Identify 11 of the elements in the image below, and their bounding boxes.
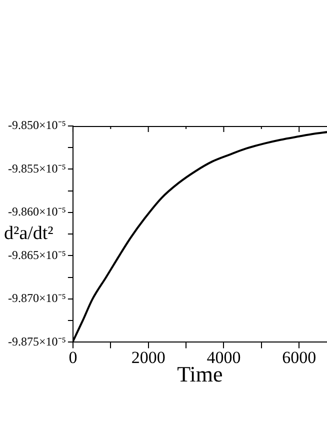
x-tick-label: 4000: [206, 348, 241, 367]
y-tick-label: -9.850×10⁻⁵: [8, 118, 66, 132]
y-tick-label: -9.855×10⁻⁵: [8, 161, 66, 176]
x-tick-label: 6000: [282, 348, 316, 367]
y-tick-label: -9.870×10⁻⁵: [8, 291, 66, 306]
y-tick-label: -9.865×10⁻⁵: [8, 248, 66, 262]
y-axis-title: d²a/dt²: [4, 223, 54, 244]
x-tick-label: 2000: [131, 348, 166, 367]
y-tick-label: -9.875×10⁻⁵: [8, 334, 66, 348]
x-tick-label: 0: [68, 348, 78, 367]
y-tick-label: -9.860×10⁻⁵: [8, 204, 66, 219]
